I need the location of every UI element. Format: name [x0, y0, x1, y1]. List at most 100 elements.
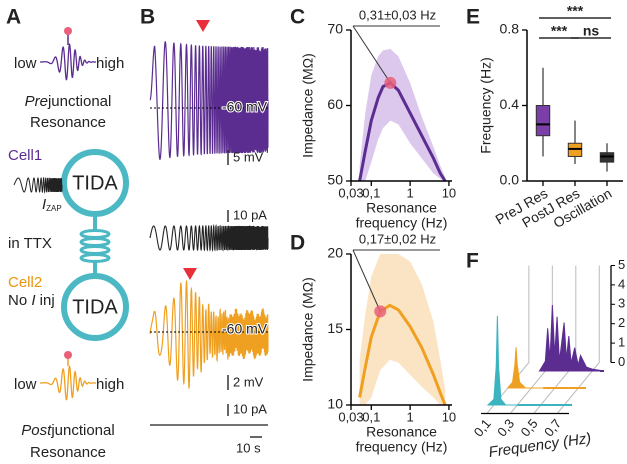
- y-tick-label: 20: [327, 245, 343, 261]
- text-part: No: [8, 292, 31, 309]
- x-tick-label: 1: [406, 409, 413, 424]
- cell-name: TIDA: [72, 296, 118, 318]
- scale-label: 10 pA: [233, 401, 267, 416]
- cell1-label: Cell1: [8, 147, 42, 164]
- title-post: Postjunctional: [21, 422, 114, 439]
- cell-name: TIDA: [72, 172, 118, 194]
- significance-label: ns: [583, 23, 600, 39]
- label-low: low: [14, 55, 37, 72]
- cell-circle: [61, 273, 129, 341]
- y-axis-label: Impedance (MΩ): [300, 277, 316, 382]
- panel-label: A: [6, 6, 21, 29]
- italic-part: I: [42, 196, 46, 213]
- panel-label: B: [140, 6, 155, 29]
- marker-triangle: [183, 268, 197, 280]
- rest-label: -60 mV: [222, 321, 268, 337]
- label-high: high: [96, 376, 124, 393]
- peak-dot: [64, 27, 72, 35]
- annotation: 0,17±0,02 Hz: [359, 231, 436, 246]
- y-axis-label: Impedance (MΩ): [300, 53, 316, 158]
- peak-marker: [384, 76, 397, 89]
- x-tick-label: 0,1: [362, 409, 380, 424]
- text-part: inj: [36, 292, 55, 309]
- z-tick-label: 2: [618, 315, 625, 330]
- zap-stimulus: [13, 176, 63, 194]
- y-tick-label: 0.8: [500, 21, 520, 37]
- annotation: 0,31±0,03 Hz: [359, 7, 436, 22]
- wavelet: [40, 365, 97, 401]
- rest-label: -60 mV: [222, 99, 268, 115]
- x-tick-label: 10: [442, 409, 456, 424]
- z-tick-label: 3: [618, 296, 625, 311]
- z-tick-label: 0: [618, 354, 625, 369]
- y-tick-label: 60: [327, 96, 343, 112]
- italic-part: I: [31, 292, 35, 309]
- panel-label: F: [466, 250, 479, 273]
- label-high: high: [96, 55, 124, 72]
- mean-line: [358, 303, 447, 406]
- panel-label: D: [290, 232, 305, 255]
- y-tick-label: 50: [327, 172, 343, 188]
- coil: [79, 253, 111, 263]
- text-part: junctional: [50, 422, 114, 439]
- x-tick-label: 0,1: [362, 185, 380, 200]
- z-tick-label: 1: [618, 335, 625, 350]
- spectrum: [506, 347, 544, 389]
- wavelet: [40, 43, 97, 81]
- y-axis-label: Frequency (Hz): [478, 57, 494, 153]
- panel-label: E: [466, 6, 480, 29]
- label-low: low: [14, 376, 37, 393]
- annotation-leader: [352, 25, 391, 84]
- scale-label: 10 pA: [233, 207, 267, 222]
- x-axis-label: Resonance: [366, 424, 437, 440]
- panel-label: C: [290, 6, 305, 29]
- cell-circle: [61, 149, 129, 217]
- text-part: junctional: [47, 93, 111, 110]
- voltage-trace: [149, 40, 269, 161]
- coil: [79, 245, 111, 255]
- significance-label: ***: [551, 23, 568, 39]
- scale-label: 5 mV: [233, 149, 264, 164]
- x-axis-label: Resonance: [366, 200, 437, 216]
- title-pre-2: Resonance: [30, 114, 106, 131]
- x-axis-label: frequency (Hz): [356, 439, 448, 455]
- voltage-trace: [149, 279, 269, 390]
- italic-part: Pre: [25, 93, 48, 110]
- spectrum: [486, 315, 518, 406]
- scale-bars: [227, 150, 262, 438]
- z-tick-label: 5: [618, 257, 625, 272]
- title-post-2: Resonance: [30, 444, 106, 461]
- x-tick-label: 0,1: [471, 416, 494, 439]
- x-tick-label: 0,03: [338, 409, 363, 424]
- title-pre: Prejunctional: [25, 93, 112, 110]
- error-band: [359, 48, 446, 181]
- cell2-label: Cell2: [8, 274, 42, 291]
- coil: [79, 237, 111, 247]
- scale-label: 2 mV: [233, 374, 264, 389]
- x-tick-label: 0,5: [518, 416, 541, 439]
- italic-part: Post: [21, 422, 52, 439]
- scale-label: 10 s: [236, 440, 261, 455]
- z-tick-label: 4: [618, 276, 625, 291]
- y-tick-label: 15: [327, 320, 343, 336]
- annotation-leader: [352, 249, 381, 312]
- izap-label: IZAP: [42, 196, 62, 213]
- x-tick-label: 0,3: [494, 416, 517, 439]
- x-axis-label: frequency (Hz): [356, 215, 448, 231]
- spectrum: [538, 305, 605, 372]
- box: [535, 105, 551, 137]
- significance-label: ***: [567, 3, 584, 19]
- peak-marker: [374, 305, 387, 318]
- subscript: ZAP: [46, 204, 62, 213]
- y-tick-label: 0.4: [500, 96, 520, 112]
- y-tick-label: 10: [327, 396, 343, 412]
- no-inj-label: No I inj: [8, 292, 55, 309]
- ttx-label: in TTX: [8, 235, 52, 252]
- coil: [79, 229, 111, 239]
- x-tick-label: 10: [442, 185, 456, 200]
- marker-triangle: [196, 20, 210, 32]
- y-tick-label: 70: [327, 21, 343, 37]
- current-trace: [149, 223, 269, 253]
- gap-junction: [79, 229, 111, 263]
